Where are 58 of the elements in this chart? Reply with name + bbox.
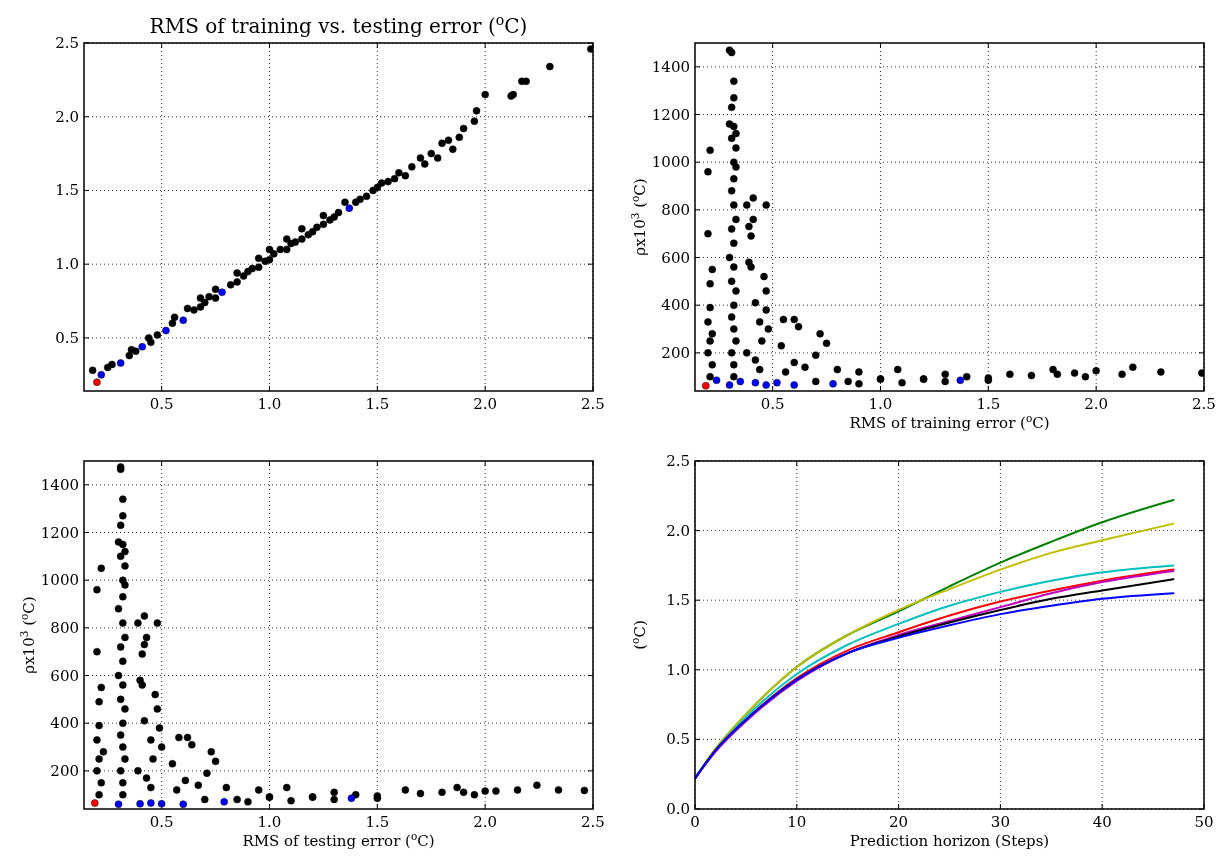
x-tick-label: 1.0: [257, 395, 282, 413]
x-tick-label: 40: [1092, 813, 1112, 831]
y-tick-label: 800: [661, 200, 690, 219]
x-tick-label: 2.5: [1192, 395, 1216, 413]
y-tick-label: 1400: [40, 475, 79, 494]
y-tick-label: 400: [50, 714, 79, 733]
y-tick-label: 2.5: [666, 452, 690, 470]
y-tick-label: 200: [661, 343, 690, 362]
x-axis-title: Prediction horizon (Steps): [849, 832, 1050, 850]
x-tick-label: 0: [690, 813, 700, 831]
y-tick-label: 0.5: [55, 328, 79, 347]
x-tick-label: 1.5: [365, 813, 390, 831]
x-axis-title: RMS of training error ($^{o}$C): [849, 412, 1050, 432]
y-tick-label: 0.5: [666, 730, 690, 749]
x-tick-label: 2.5: [581, 813, 605, 831]
y-tick-label: 0.0: [666, 800, 690, 818]
x-tick-label: 1.5: [976, 395, 1001, 413]
x-tick-label: 2.0: [473, 395, 498, 413]
point: [162, 326, 170, 335]
y-tick-label: 1000: [40, 571, 79, 590]
y-tick-label: 2.0: [55, 107, 79, 126]
x-tick-label: 2.0: [1084, 395, 1109, 413]
y-tick-label: 1.5: [666, 591, 690, 610]
x-tick-label: 10: [787, 813, 807, 831]
x-tick-label: 20: [889, 813, 909, 831]
y-tick-label: 400: [661, 296, 690, 315]
y-tick-label: 800: [50, 618, 79, 637]
y-tick-label: 1400: [651, 57, 690, 76]
y-tick-label: 2.0: [666, 521, 690, 540]
point: [116, 359, 125, 367]
x-tick-label: 1.0: [868, 395, 893, 413]
y-tick-label: 1.0: [55, 255, 79, 274]
point: [218, 288, 226, 296]
y-tick-label: 600: [50, 666, 79, 685]
x-axis-title: RMS of testing error ($^{o}$C): [242, 830, 435, 850]
y-tick-label: 1000: [651, 153, 690, 172]
x-tick-label: 2.0: [473, 813, 498, 831]
x-tick-label: 0.5: [149, 395, 174, 413]
x-tick-label: 2.5: [581, 395, 605, 413]
point: [93, 378, 101, 386]
x-tick-label: 1.5: [365, 395, 390, 413]
x-tick-label: 30: [990, 813, 1010, 831]
x-tick-label: 0.5: [760, 395, 785, 413]
point: [179, 316, 187, 324]
x-tick-label: 0.5: [149, 813, 174, 831]
point: [138, 343, 146, 351]
chart-title: RMS of training vs. testing error ($^{o}$C): [149, 12, 528, 38]
y-tick-label: 2.5: [55, 34, 79, 52]
x-tick-label: 1.0: [257, 813, 282, 831]
point: [345, 204, 354, 212]
y-tick-label: 1.0: [666, 660, 690, 679]
y-tick-label: 1200: [651, 105, 690, 124]
y-tick-label: 1.5: [55, 181, 79, 200]
y-tick-label: 600: [661, 248, 690, 267]
y-tick-label: 1200: [40, 523, 79, 542]
x-tick-label: 50: [1194, 813, 1214, 831]
point: [97, 371, 105, 379]
y-tick-label: 200: [50, 761, 79, 780]
